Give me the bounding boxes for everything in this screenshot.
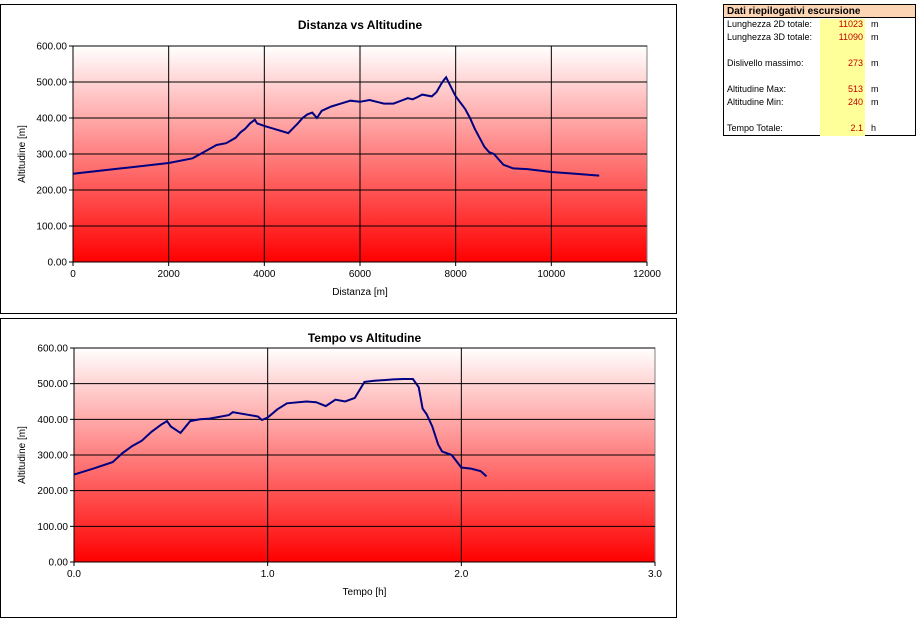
chart-title: Distanza vs Altitudine: [298, 18, 423, 32]
summary-value: 273: [847, 58, 863, 68]
x-tick-label: 12000: [633, 269, 661, 280]
x-axis-label: Distanza [m]: [332, 287, 388, 298]
summary-value-column: [820, 19, 865, 136]
summary-row-altitude-min: Altitudine Min: 240 m: [724, 97, 915, 108]
x-tick-label: 3.0: [648, 569, 662, 580]
y-tick-label: 400.00: [37, 415, 68, 426]
summary-unit: m: [871, 84, 879, 94]
altitude-series-line: [72, 75, 600, 177]
distance-altitude-svg: 0.00 100.00 200.00 300.00 400.00 500.00 600.00…: [17, 18, 661, 298]
summary-unit: m: [871, 97, 879, 107]
summary-label: Lunghezza 2D totale:: [727, 19, 813, 29]
y-tick-label: 300.00: [36, 150, 67, 161]
x-tick-label: 8000: [445, 269, 468, 280]
summary-title: Dati riepilogativi escursione: [724, 5, 915, 18]
y-tick-label: 500.00: [36, 78, 67, 89]
x-tick-label: 6000: [349, 269, 372, 280]
summary-unit: h: [871, 123, 877, 133]
summary-value: 513: [847, 84, 863, 94]
altitude-series-line: [73, 378, 488, 478]
distance-altitude-chart: 0.00 100.00 200.00 300.00 400.00 500.00 600.00…: [0, 4, 677, 314]
y-tick-label: 500.00: [37, 379, 68, 390]
summary-value: 2.1: [850, 123, 863, 133]
y-tick-label: 600.00: [36, 42, 67, 53]
summary-row-length-2d: Lunghezza 2D totale: 11023 m: [724, 19, 915, 30]
y-tick-label: 600.00: [37, 344, 68, 355]
x-tick-label: 0.0: [67, 569, 81, 580]
time-altitude-svg: 0.00 100.00 200.00 300.00 400.00 500.00 600.00…: [17, 331, 662, 598]
x-tick-label: 1.0: [261, 569, 275, 580]
y-tick-label: 200.00: [37, 486, 68, 497]
summary-unit: m: [871, 32, 879, 42]
time-altitude-chart: 0.00 100.00 200.00 300.00 400.00 500.00 600.00…: [0, 318, 677, 618]
x-tick-label: 10000: [537, 269, 565, 280]
summary-row-max-elevation-gain: Dislivello massimo: 273 m: [724, 58, 915, 69]
summary-row-total-time: Tempo Totale: 2.1 h: [724, 123, 915, 134]
y-tick-label: 200.00: [36, 186, 67, 197]
summary-row-length-3d: Lunghezza 3D totale: 11090 m: [724, 32, 915, 43]
summary-row-altitude-max: Altitudine Max: 513 m: [724, 84, 915, 95]
y-tick-label: 300.00: [37, 451, 68, 462]
y-tick-label: 100.00: [36, 222, 67, 233]
summary-label: Tempo Totale:: [727, 123, 783, 133]
summary-value: 240: [847, 97, 863, 107]
y-tick-label: 0.00: [49, 558, 69, 569]
y-tick-label: 400.00: [36, 114, 67, 125]
summary-table: Dati riepilogativi escursione Lunghezza …: [723, 4, 916, 136]
summary-unit: m: [871, 19, 879, 29]
y-axis-label: Altitudine [m]: [17, 426, 28, 484]
y-axis-label: Altitudine [m]: [17, 125, 28, 183]
summary-value: 11023: [838, 19, 863, 29]
chart-title: Tempo vs Altitudine: [308, 331, 422, 345]
x-tick-label: 0: [70, 269, 76, 280]
x-axis-label: Tempo [h]: [343, 587, 387, 598]
x-tick-label: 2000: [158, 269, 181, 280]
summary-value: 11090: [838, 32, 863, 42]
x-tick-label: 4000: [253, 269, 276, 280]
summary-unit: m: [871, 58, 879, 68]
summary-label: Lunghezza 3D totale:: [727, 32, 813, 42]
summary-label: Altitudine Min:: [727, 97, 784, 107]
y-tick-label: 100.00: [37, 522, 68, 533]
y-tick-label: 0.00: [48, 258, 68, 269]
x-tick-label: 2.0: [454, 569, 468, 580]
summary-label: Altitudine Max:: [727, 84, 787, 94]
summary-label: Dislivello massimo:: [727, 58, 804, 68]
